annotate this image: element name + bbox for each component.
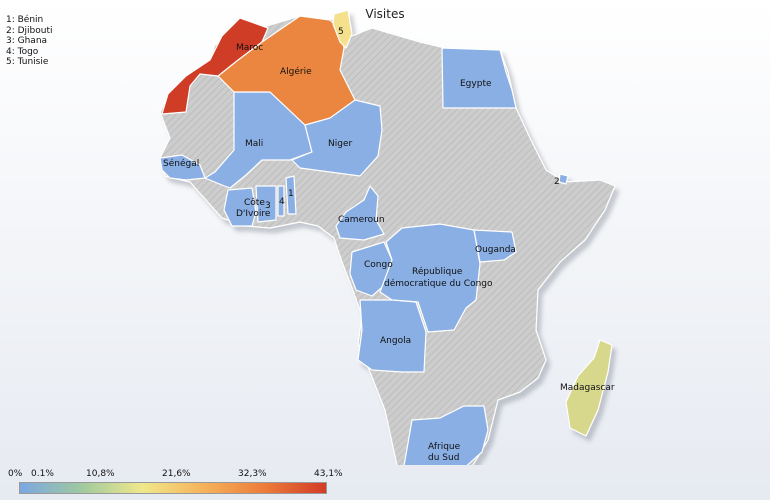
legend-item: 4: Togo xyxy=(6,46,39,57)
country-angola[interactable] xyxy=(357,299,427,373)
country-egypte[interactable] xyxy=(441,47,517,109)
label-togo: 4 xyxy=(279,197,285,207)
scale-label: 0% xyxy=(8,469,23,479)
label-cote-line1: Côte xyxy=(244,197,265,208)
label-benin: 1 xyxy=(288,189,294,199)
country-madagascar[interactable] xyxy=(565,339,613,437)
country-maroc[interactable] xyxy=(161,17,269,115)
label-cameroun: Cameroun xyxy=(338,215,385,225)
country-afrique-du-sud[interactable] xyxy=(403,405,489,465)
scale-label: 10,8% xyxy=(86,469,115,479)
legend-item: 5: Tunisie xyxy=(6,57,49,67)
country-benin[interactable] xyxy=(285,175,297,215)
label-ghana: 3 xyxy=(265,201,271,211)
legend-item: 1: Bénin xyxy=(6,15,44,25)
label-afrique-line1: Afrique xyxy=(428,442,461,452)
color-scale-bar xyxy=(19,482,327,494)
label-madagascar: Madagascar xyxy=(560,383,615,393)
label-djibouti: 2 xyxy=(554,177,560,187)
country-congo[interactable] xyxy=(349,241,393,297)
scale-label: 21,6% xyxy=(162,469,191,479)
scale-label: 32,3% xyxy=(238,469,267,479)
scale-label: 0.1% xyxy=(31,469,54,479)
country-ghana[interactable] xyxy=(255,185,277,223)
legend-item: 3: Ghana xyxy=(6,36,48,46)
label-cote-line2: D'Ivoire xyxy=(236,209,271,219)
country-number-legend: 1: Bénin 2: Djibouti 3: Ghana 4: Togo 5:… xyxy=(6,15,53,68)
label-algerie: Algérie xyxy=(280,66,312,77)
label-ouganda: Ouganda xyxy=(475,245,516,255)
country-djibouti[interactable] xyxy=(558,173,569,185)
country-cote-divoire[interactable] xyxy=(223,187,257,227)
africa-map: Maroc Algérie 5 Egypte Mali Niger Sénéga… xyxy=(159,9,616,465)
label-mali: Mali xyxy=(245,139,263,149)
label-congo: Congo xyxy=(364,260,393,270)
label-niger: Niger xyxy=(328,139,352,149)
country-algerie[interactable] xyxy=(217,15,356,126)
country-ouganda[interactable] xyxy=(473,229,517,263)
label-rdc-line1: République xyxy=(412,266,463,277)
label-egypte: Egypte xyxy=(460,79,492,89)
label-rdc-line2: démocratique du Congo xyxy=(384,278,493,289)
country-togo[interactable] xyxy=(277,185,285,217)
label-maroc: Maroc xyxy=(236,43,263,53)
legend-item: 2: Djibouti xyxy=(6,25,53,36)
map-title: Visites xyxy=(365,7,405,21)
country-niger[interactable] xyxy=(291,99,383,177)
scale-label: 43,1% xyxy=(314,469,343,479)
label-afrique-line2: du Sud xyxy=(428,453,459,463)
country-senegal[interactable] xyxy=(159,154,206,181)
label-tunisie: 5 xyxy=(338,27,344,37)
label-senegal: Sénégal xyxy=(163,158,199,169)
country-cameroun[interactable] xyxy=(335,185,385,241)
label-angola: Angola xyxy=(380,336,411,346)
country-tunisie[interactable] xyxy=(332,9,353,49)
